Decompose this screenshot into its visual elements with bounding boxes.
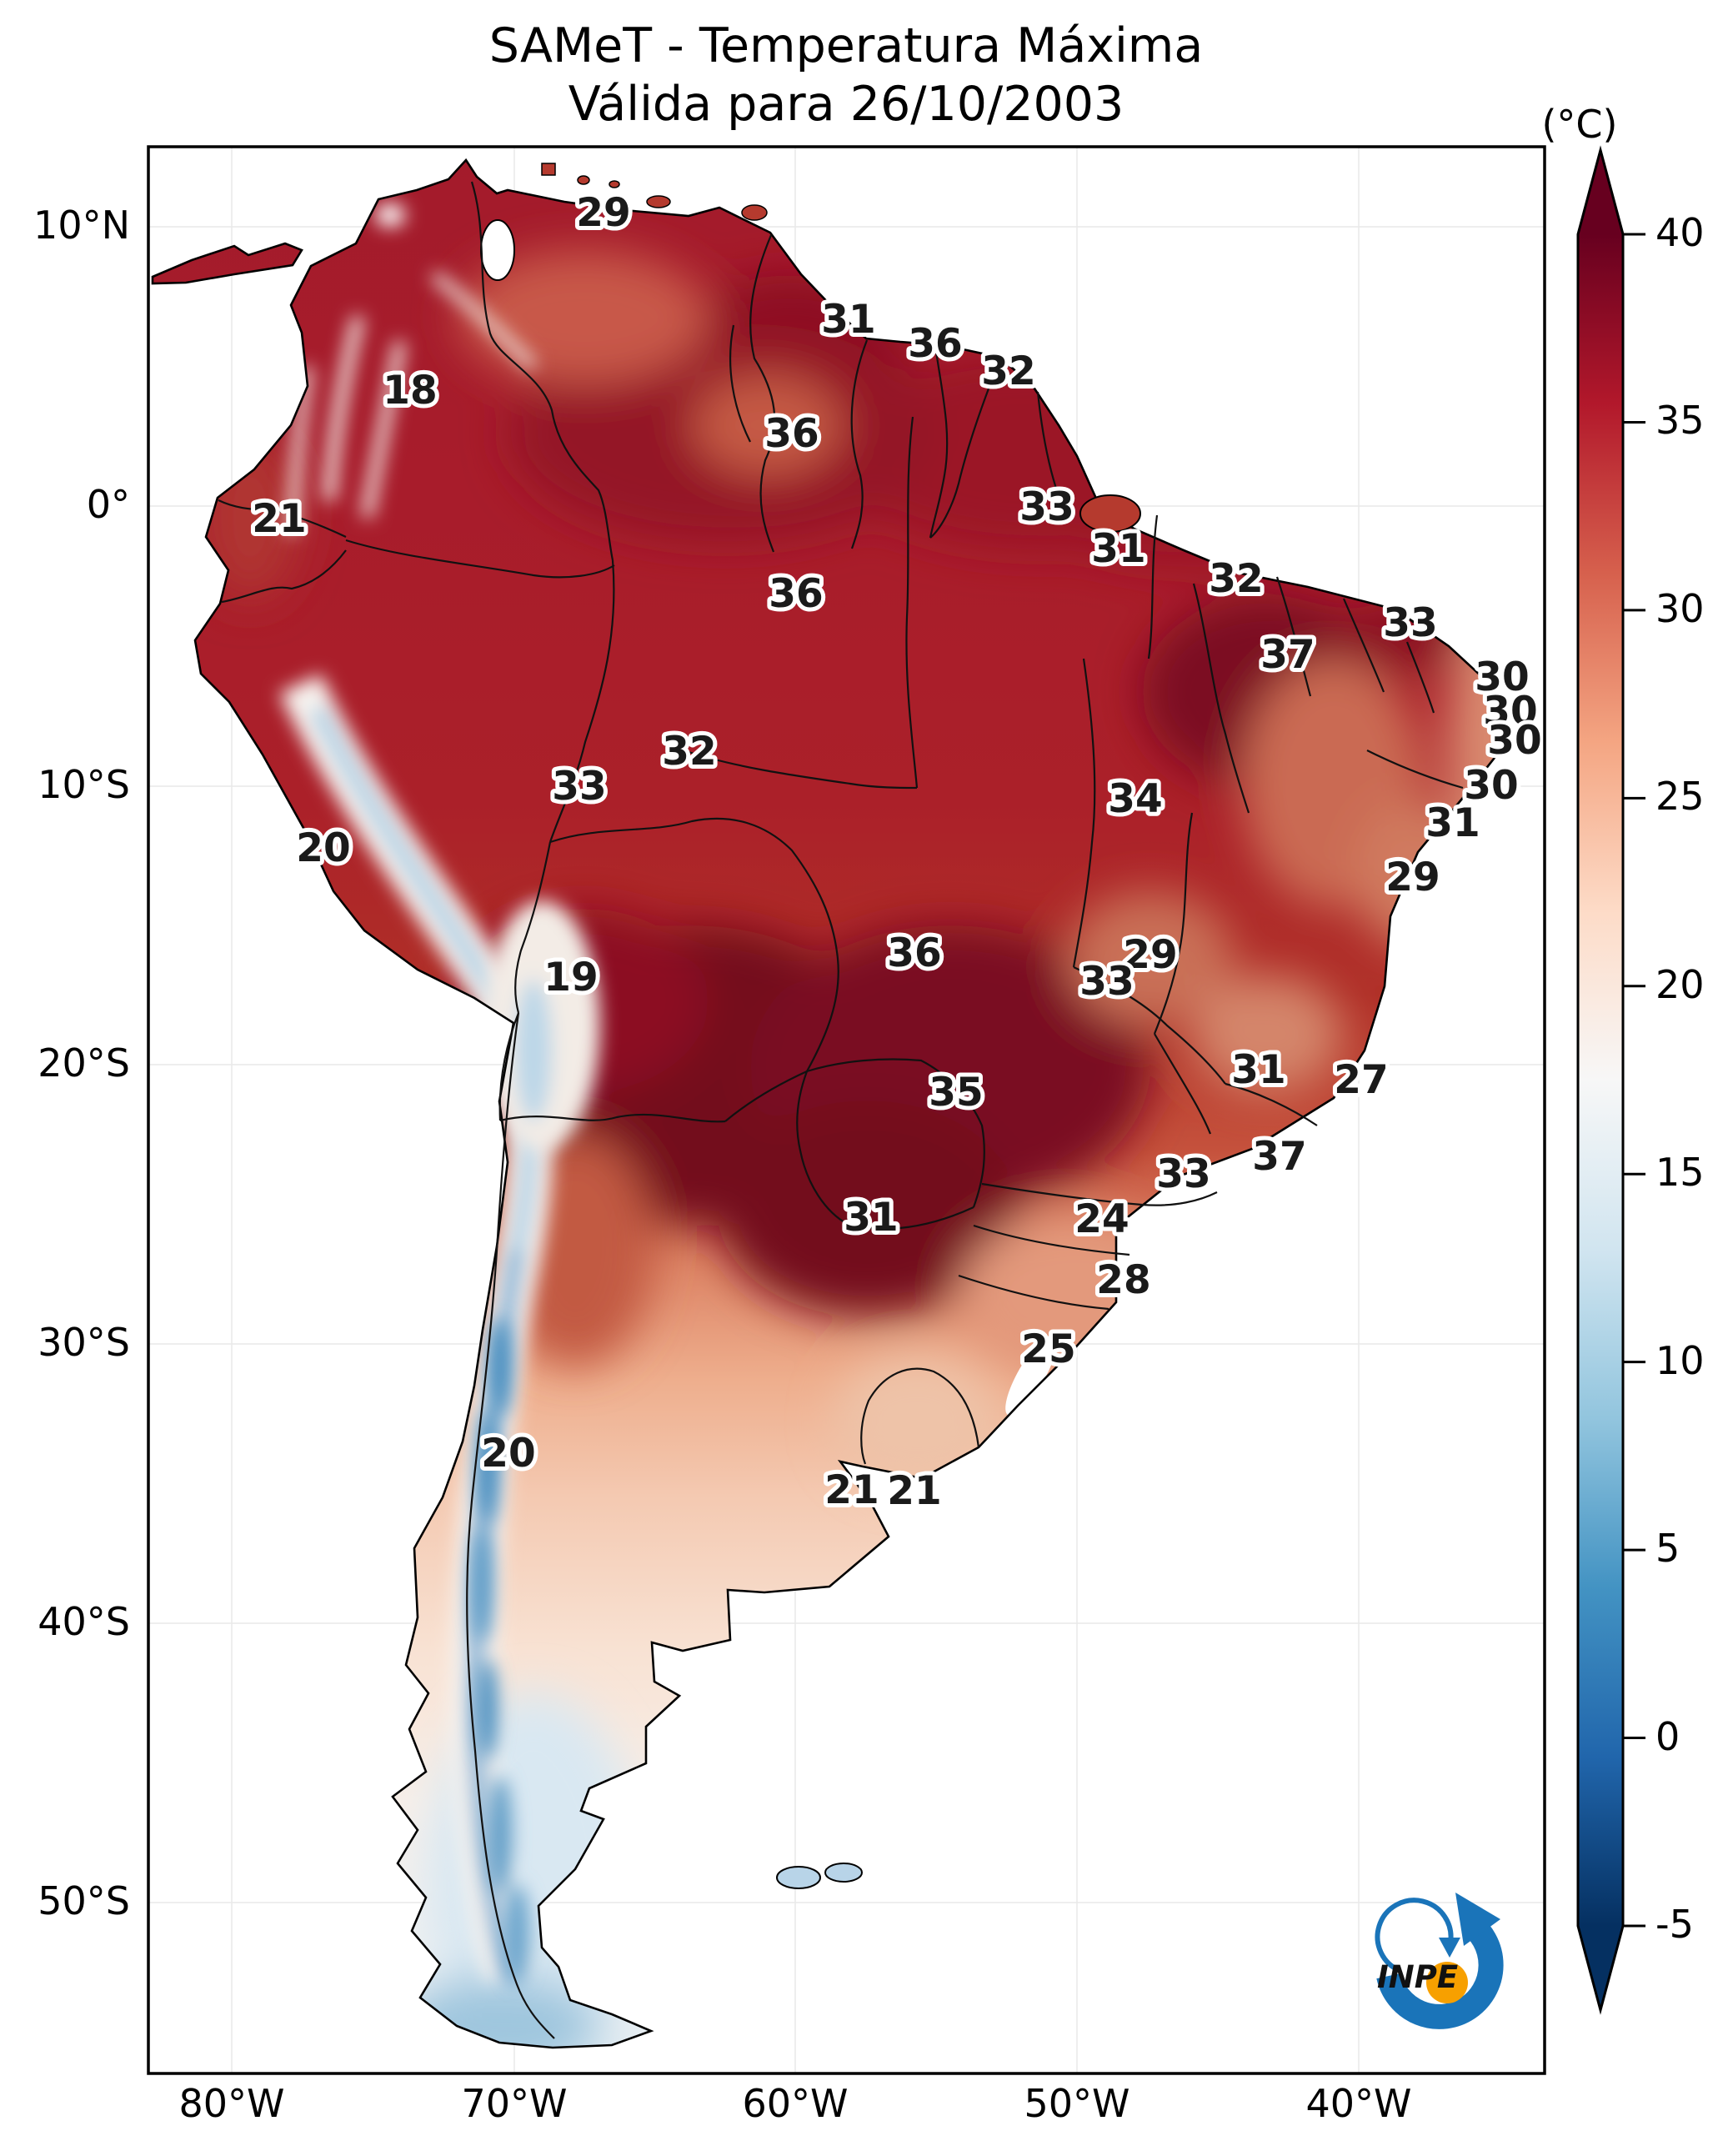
temp-label: 21 (887, 1468, 941, 1514)
lat-tick-label: 50°S (38, 1878, 130, 1923)
marajo-island (1079, 494, 1141, 533)
lat-tick-label: 20°S (38, 1040, 130, 1086)
inpe-logo-text: INPE (1377, 1959, 1458, 1995)
lat-tick-label: 10°N (33, 203, 130, 248)
colorbar-tick-label: 15 (1655, 1150, 1705, 1196)
lon-tick-label: 60°W (742, 2081, 849, 2126)
temp-label: 31 (821, 297, 875, 343)
temp-label: 30 (1483, 689, 1537, 735)
temp-label: 33 (1019, 484, 1074, 530)
temp-label: 29 (576, 190, 630, 236)
temp-label: 30 (1464, 763, 1518, 809)
temp-label: 33 (1079, 959, 1134, 1005)
temp-label: 20 (481, 1431, 535, 1477)
lat-tick-label: 10°S (38, 762, 130, 807)
temp-label: 32 (981, 348, 1035, 394)
country-and-state-borders (218, 181, 1464, 2039)
temp-label: 19 (543, 955, 598, 1000)
colorbar-over-arrow (1578, 150, 1623, 234)
colorbar (1576, 145, 1645, 2015)
lon-tick-label: 70°W (461, 2081, 568, 2126)
temp-label: 37 (1252, 1134, 1306, 1180)
colorbar-tick-label: 10 (1655, 1337, 1705, 1383)
inpe-logo-swirl-arrowhead (1439, 1938, 1460, 1958)
colorbar-tick-label: 0 (1655, 1713, 1680, 1759)
temp-label: 33 (1383, 600, 1437, 646)
temp-label: 20 (296, 825, 350, 871)
colorbar-tick-label: 35 (1655, 398, 1705, 444)
temp-label: 21 (252, 496, 306, 542)
inpe-logo-swirl (1375, 1898, 1454, 1973)
temp-label: 30 (1487, 718, 1541, 764)
lon-tick-label: 80°W (178, 2081, 285, 2126)
temp-label: 32 (1209, 556, 1263, 602)
colorbar-tick-label: 40 (1655, 210, 1705, 255)
temp-label: 35 (929, 1070, 983, 1116)
colorbar-tick-label: 20 (1655, 961, 1705, 1007)
lon-tick-label: 50°W (1024, 2081, 1130, 2126)
inpe-logo-big-arrow (1376, 1912, 1504, 2029)
colorbar-under-arrow (1578, 1926, 1623, 2010)
colorbar-tick-label: 25 (1655, 774, 1705, 820)
temp-label: 34 (1108, 776, 1162, 822)
temperature-field (153, 160, 1503, 2048)
colorbar-tick-label: -5 (1655, 1902, 1694, 1947)
lat-tick-label: 0° (86, 482, 130, 527)
lat-tick-label: 40°S (38, 1599, 130, 1644)
temp-label: 36 (764, 411, 819, 457)
temp-label: 24 (1074, 1196, 1129, 1242)
temp-label: 36 (887, 930, 941, 976)
colorbar-unit-label: (°C) (1541, 102, 1618, 147)
temp-label: 33 (552, 764, 606, 810)
temp-label: 25 (1021, 1326, 1075, 1372)
temp-label: 27 (1334, 1057, 1388, 1103)
plot-frame (147, 145, 1546, 2075)
temp-label: 36 (908, 321, 962, 367)
page-subtitle: Válida para 26/10/2003 (568, 77, 1124, 132)
colorbar-gradient-body (1578, 234, 1623, 1926)
colorbar-tick-label: 30 (1655, 585, 1705, 631)
caribbean-islands (541, 163, 768, 221)
temp-label: 31 (844, 1195, 898, 1241)
temp-label: 29 (1123, 932, 1177, 978)
falkland-islands (776, 1863, 863, 1889)
temp-label: 31 (1425, 800, 1480, 846)
temp-label: 18 (383, 368, 437, 414)
lake-maracaibo (480, 219, 515, 281)
page-title: SAMeT - Temperatura Máxima (488, 18, 1204, 73)
inpe-logo: INPE (1375, 1893, 1504, 2029)
temp-label: 33 (1156, 1151, 1210, 1197)
temp-label: 28 (1096, 1257, 1150, 1303)
inpe-logo-big-arrowhead (1455, 1893, 1500, 1946)
temp-label: 30 (1475, 654, 1529, 700)
temp-label: 31 (1231, 1047, 1285, 1093)
lon-tick-label: 40°W (1305, 2081, 1412, 2126)
inpe-logo-orange-ball (1426, 1962, 1468, 2003)
colorbar-tick-label: 5 (1655, 1526, 1680, 1572)
temp-label: 37 (1260, 632, 1315, 678)
temp-label: 29 (1385, 855, 1440, 900)
temp-label: 21 (824, 1467, 879, 1513)
temp-label: 36 (769, 571, 823, 617)
lagoa-dos-patos (1005, 1335, 1057, 1416)
lat-tick-label: 30°S (38, 1320, 130, 1365)
temp-label: 31 (1091, 526, 1145, 572)
temp-label: 32 (662, 729, 716, 775)
colorbar-tick-marks (1623, 233, 1645, 1928)
